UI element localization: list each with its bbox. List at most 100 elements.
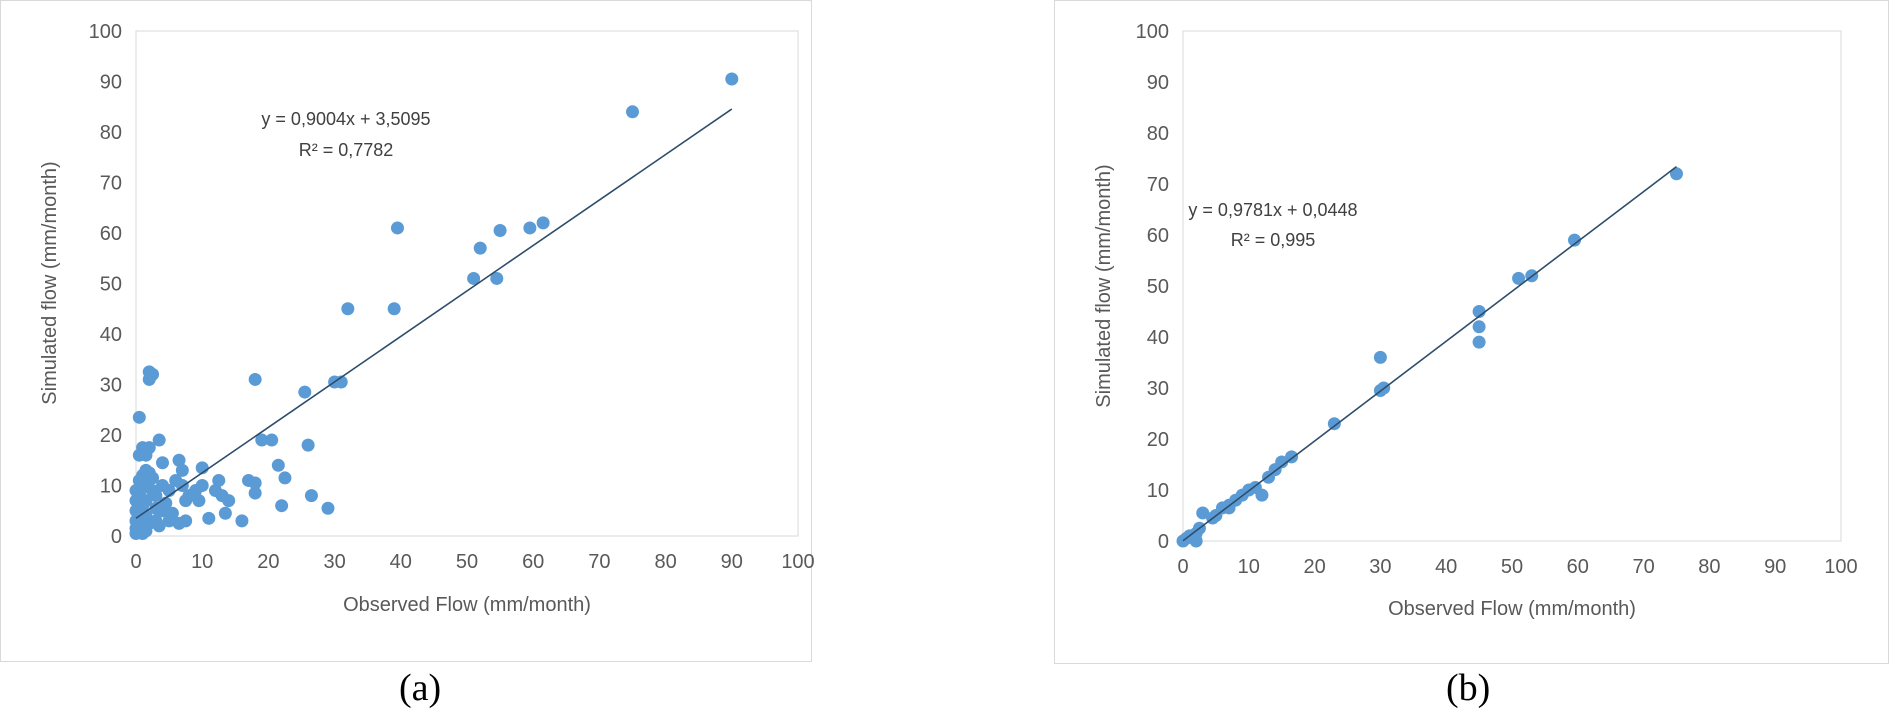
data-point (242, 473, 256, 487)
regression-equation: y = 0,9781x + 0,0448 (1188, 200, 1357, 220)
y-tick-label: 80 (100, 122, 122, 144)
y-tick-label: 40 (1147, 327, 1169, 349)
scatter-chart-b: 0 10 20 30 40 50 60 70 80 90 100 0 10 20 30 40 50 60 70 80 9… (1093, 21, 1858, 620)
data-point (248, 372, 262, 386)
data-point (155, 479, 169, 492)
data-point (1472, 335, 1486, 349)
data-point (132, 473, 146, 487)
data-point (1196, 506, 1210, 520)
y-tick-label: 10 (100, 476, 122, 498)
data-point (172, 453, 186, 467)
data-point (304, 489, 318, 503)
data-point (132, 410, 146, 424)
data-point (192, 494, 206, 508)
data-point (129, 484, 143, 498)
data-point (218, 506, 232, 520)
data-point (212, 473, 226, 487)
data-point (1189, 534, 1203, 548)
plot-area-a (135, 30, 799, 537)
x-tick-label: 40 (390, 551, 412, 573)
y-tick-label: 0 (111, 526, 122, 548)
data-point (132, 448, 146, 462)
data-point (169, 473, 183, 487)
x-tick-label: 0 (1177, 556, 1188, 578)
y-tick-label: 30 (100, 375, 122, 397)
caption-b: (b) (1446, 667, 1491, 709)
plot-area-b (1182, 30, 1842, 542)
y-axis-title: Simulated flow (mm/month) (1093, 164, 1115, 407)
y-tick-label: 70 (100, 173, 122, 195)
data-point (172, 516, 186, 530)
x-axis-title: Observed Flow (mm/month) (1388, 598, 1636, 620)
x-tick-label: 30 (1369, 556, 1391, 578)
data-point (136, 526, 150, 540)
x-tick-label: 50 (456, 551, 478, 573)
x-tick-label: 30 (323, 551, 345, 573)
x-tick-label: 70 (588, 551, 610, 573)
data-point (301, 438, 315, 452)
data-point (129, 504, 143, 518)
data-point (536, 216, 550, 230)
data-point (1568, 233, 1582, 247)
chart-panel-b: 0 10 20 30 40 50 60 70 80 90 100 0 10 20 30 40 50 60 70 80 9… (1054, 0, 1889, 664)
data-point (275, 499, 289, 513)
data-point (146, 367, 160, 381)
y-tick-label: 60 (100, 223, 122, 245)
data-point (175, 463, 189, 477)
data-point (321, 501, 335, 515)
y-tick-label: 50 (1147, 276, 1169, 298)
data-point (626, 105, 639, 119)
data-point (490, 271, 504, 285)
y-tick-label: 70 (1147, 174, 1169, 196)
data-point (725, 72, 739, 86)
x-tick-label: 100 (781, 551, 814, 573)
x-tick-label: 80 (654, 551, 676, 573)
y-tick-label: 50 (100, 274, 122, 296)
x-tick-label: 70 (1632, 556, 1654, 578)
data-point (179, 494, 193, 508)
data-point (235, 514, 249, 528)
data-point (493, 223, 507, 237)
x-tick-label: 80 (1698, 556, 1720, 578)
x-axis-title: Observed Flow (mm/month) (343, 594, 591, 616)
y-tick-label: 10 (1147, 480, 1169, 502)
y-axis-title: Simulated flow (mm/month) (39, 161, 61, 404)
trendline (135, 108, 733, 519)
x-tick-label: 40 (1435, 556, 1457, 578)
x-tick-label: 20 (257, 551, 279, 573)
caption-a: (a) (399, 667, 442, 709)
data-point (1512, 271, 1526, 285)
x-tick-label: 10 (191, 551, 213, 573)
scatter-chart-a: 0 10 20 30 40 50 60 70 80 90 100 0 10 20 30 40 50 60 70 80 9… (39, 21, 815, 616)
data-point (1373, 350, 1387, 364)
data-point (248, 486, 262, 500)
data-point (278, 471, 292, 485)
r-squared-label: R² = 0,7782 (299, 140, 394, 160)
data-point (298, 385, 312, 399)
data-point (390, 221, 404, 235)
data-point (1327, 417, 1341, 431)
y-tick-label: 0 (1158, 531, 1169, 553)
x-tick-label: 90 (721, 551, 743, 573)
y-tick-label: 90 (100, 72, 122, 94)
y-tick-label: 80 (1147, 123, 1169, 145)
data-point (149, 501, 163, 515)
x-tick-label: 0 (130, 551, 141, 573)
y-tick-label: 20 (100, 425, 122, 447)
chart-panel-a: 0 10 20 30 40 50 60 70 80 90 100 0 10 20 30 40 50 60 70 80 9… (0, 0, 815, 662)
x-tick-label: 10 (1238, 556, 1260, 578)
data-point (1670, 167, 1683, 181)
x-tick-label: 60 (1567, 556, 1589, 578)
data-point (202, 511, 216, 525)
data-point (341, 302, 355, 316)
data-point (473, 241, 487, 255)
r-squared-label: R² = 0,995 (1231, 230, 1316, 250)
regression-equation: y = 0,9004x + 3,5095 (261, 109, 430, 129)
data-point (255, 433, 269, 447)
y-tick-label: 60 (1147, 225, 1169, 247)
data-point (142, 516, 156, 530)
data-point (129, 494, 143, 508)
y-tick-label: 100 (89, 21, 122, 43)
data-point (523, 221, 537, 235)
data-point (387, 302, 401, 316)
